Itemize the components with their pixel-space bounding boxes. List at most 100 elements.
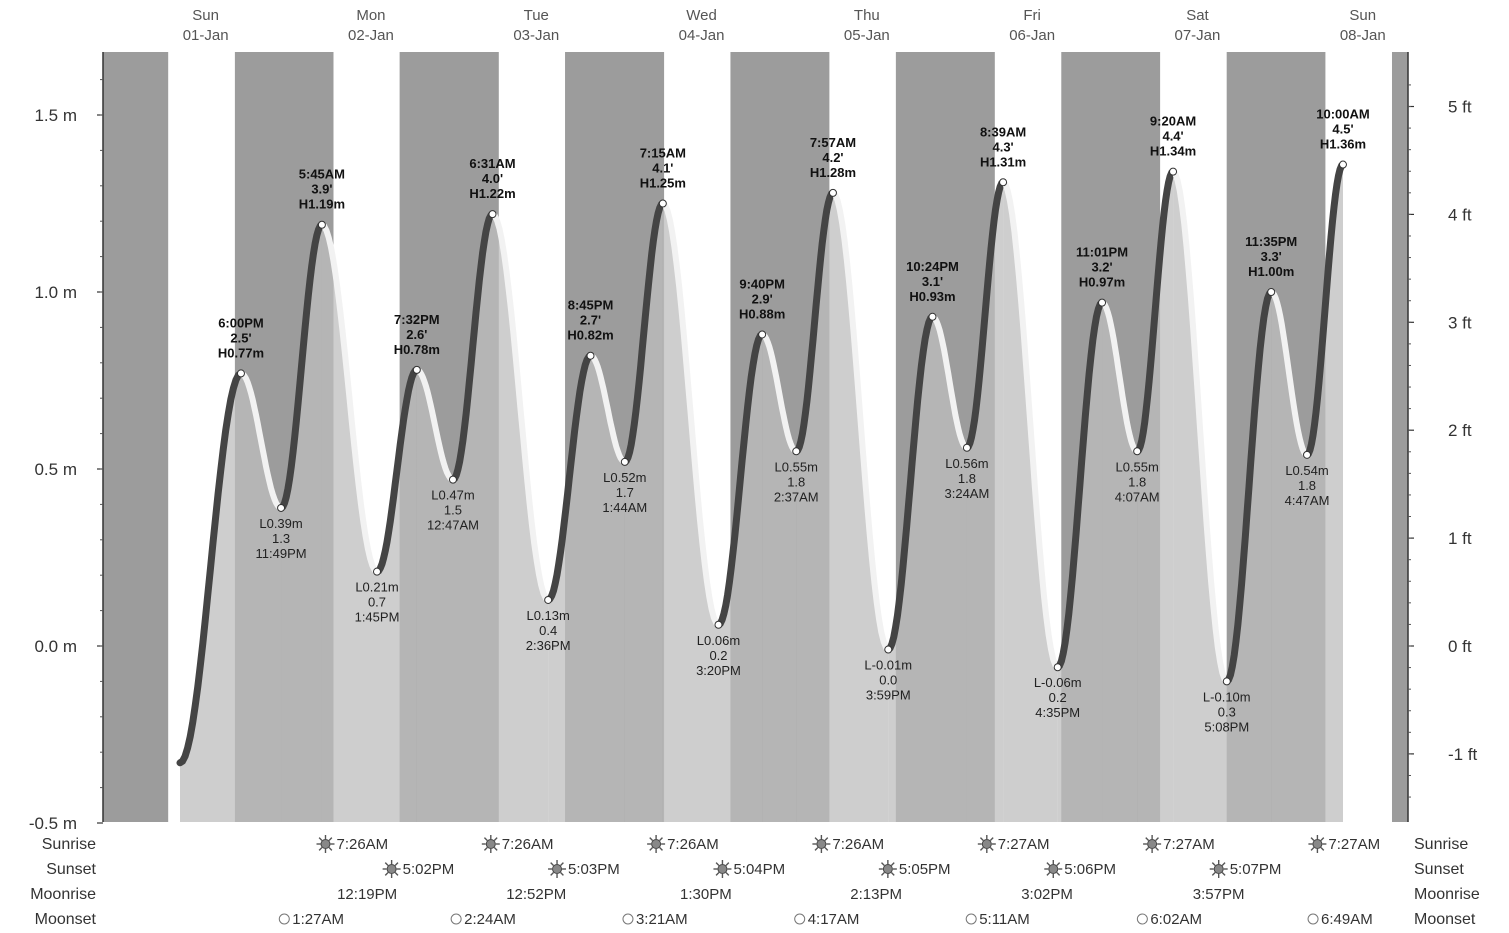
sun-moon-rows: Sunrise Sunrise 7:26AM 7:26AM 7:26AM 7:26AM 7:… — [30, 835, 1480, 928]
high-tide-meters: H0.88m — [739, 306, 785, 321]
falling-tide-line — [759, 331, 800, 455]
left-tick-label: 0.0 m — [34, 637, 77, 656]
tide-area-segment — [492, 214, 549, 822]
high-tide-meters: H1.28m — [810, 165, 856, 180]
sunrise-sun-icon — [647, 835, 666, 853]
low-tide-time: 3:24AM — [945, 486, 990, 501]
low-tide-time: 5:08PM — [1204, 719, 1249, 734]
tide-area-segment — [833, 192, 889, 822]
high-tide-time: 9:40PM — [739, 276, 785, 291]
high-tide-time: 6:31AM — [469, 156, 515, 171]
tide-area-segment — [796, 192, 833, 822]
tide-area-segment — [321, 224, 377, 822]
sunrise-sun-icon — [977, 835, 996, 853]
high-tide-point — [828, 188, 837, 197]
day-name: Tue — [524, 7, 549, 24]
rising-tide-line — [544, 352, 594, 604]
low-tide-meters: L0.47m — [431, 488, 474, 503]
high-tide-feet: 3.9' — [311, 182, 332, 197]
falling-tide-line — [1000, 179, 1061, 671]
tide-area-segment — [662, 203, 719, 822]
low-tide-feet: 0.7 — [368, 595, 386, 610]
low-tide-meters: L0.39m — [259, 516, 302, 531]
tide-area-segment — [241, 373, 282, 822]
sunset-sun-icon — [548, 860, 567, 878]
moonrise-time: 3:02PM — [1021, 886, 1073, 903]
low-tide-feet: 1.3 — [272, 531, 290, 546]
left-tick-label: 0.5 m — [34, 460, 77, 479]
high-tide-meters: H0.97m — [1079, 275, 1125, 290]
moonrise-time: 2:13PM — [850, 886, 902, 903]
left-tick-label: 1.5 m — [34, 106, 77, 125]
low-tide-time: 2:36PM — [526, 638, 571, 653]
day-name: Sun — [192, 7, 219, 24]
tide-area-segment — [453, 214, 493, 822]
rising-tide-line — [963, 178, 1007, 452]
moonset-time: 1:27AM — [292, 911, 344, 928]
low-tide-feet: 0.2 — [709, 648, 727, 663]
day-date: 04-Jan — [679, 27, 725, 44]
high-tide-feet: 4.4' — [1162, 129, 1183, 144]
low-tide-feet: 0.3 — [1218, 704, 1236, 719]
low-tide-time: 4:35PM — [1035, 705, 1080, 720]
sunset-sun-icon — [1044, 860, 1063, 878]
low-tide-time: 4:07AM — [1115, 489, 1160, 504]
high-tide-time: 11:35PM — [1245, 234, 1297, 249]
low-tide-time: 4:47AM — [1285, 493, 1330, 508]
low-tide-time: 2:37AM — [774, 489, 819, 504]
day-date: 07-Jan — [1175, 27, 1221, 44]
high-tide-time: 11:01PM — [1076, 245, 1128, 260]
rising-tide-line — [1054, 299, 1106, 671]
falling-tide-line — [659, 200, 722, 628]
high-tide-meters: H1.34m — [1150, 144, 1196, 159]
high-tide-point — [1169, 167, 1178, 176]
low-tide-feet: 0.2 — [1049, 690, 1067, 705]
sunset-sun-icon — [878, 860, 897, 878]
tide-area-segment — [624, 203, 663, 822]
low-tide-meters: L0.06m — [697, 633, 740, 648]
high-tide-meters: H0.77m — [218, 345, 264, 360]
sunset-sun-icon — [382, 860, 401, 878]
high-tide-time: 7:15AM — [640, 146, 686, 161]
low-tide-feet: 0.0 — [879, 673, 897, 688]
high-tide-meters: H0.82m — [567, 328, 613, 343]
moon-icon — [1307, 913, 1319, 925]
low-tide-meters: L-0.06m — [1034, 675, 1082, 690]
high-tide-feet: 4.3' — [992, 139, 1013, 154]
tide-area-segment — [762, 334, 797, 822]
rising-tide-line — [373, 366, 421, 576]
moonset-time: 6:49AM — [1321, 911, 1373, 928]
falling-tide-line — [929, 313, 970, 451]
rising-tide-line — [884, 313, 936, 653]
right-tick-label: 4 ft — [1448, 205, 1472, 224]
high-tide-feet: 4.5' — [1332, 122, 1353, 137]
day-name: Fri — [1023, 7, 1041, 24]
high-tide-point — [236, 369, 245, 378]
tide-area-segment — [416, 369, 453, 822]
rising-tide-line — [1223, 288, 1275, 685]
falling-tide-line — [238, 370, 285, 511]
falling-tide-line — [587, 352, 628, 465]
low-tide-point — [544, 595, 553, 604]
low-tide-point — [373, 567, 382, 576]
moonset-time: 5:11AM — [979, 911, 1030, 928]
high-tide-meters: H1.22m — [469, 186, 515, 201]
low-tide-point — [620, 457, 629, 466]
moonset-time: 6:02AM — [1150, 911, 1202, 928]
tide-area-segment — [1173, 171, 1227, 822]
moonset-row-label-right: Moonset — [1414, 911, 1476, 928]
high-tide-point — [488, 210, 497, 219]
day-name: Sun — [1349, 7, 1376, 24]
day-name: Thu — [854, 7, 880, 24]
high-tide-point — [928, 312, 937, 321]
falling-tide-line — [1170, 168, 1230, 685]
moon-icon — [622, 913, 634, 925]
day-date: 02-Jan — [348, 27, 394, 44]
right-tick-label: 1 ft — [1448, 529, 1472, 548]
right-tick-label: 5 ft — [1448, 98, 1472, 117]
low-tide-meters: L0.56m — [945, 456, 988, 471]
day-name: Sat — [1186, 7, 1209, 24]
sunset-time: 5:03PM — [568, 861, 620, 878]
tide-area-segment — [888, 316, 933, 822]
